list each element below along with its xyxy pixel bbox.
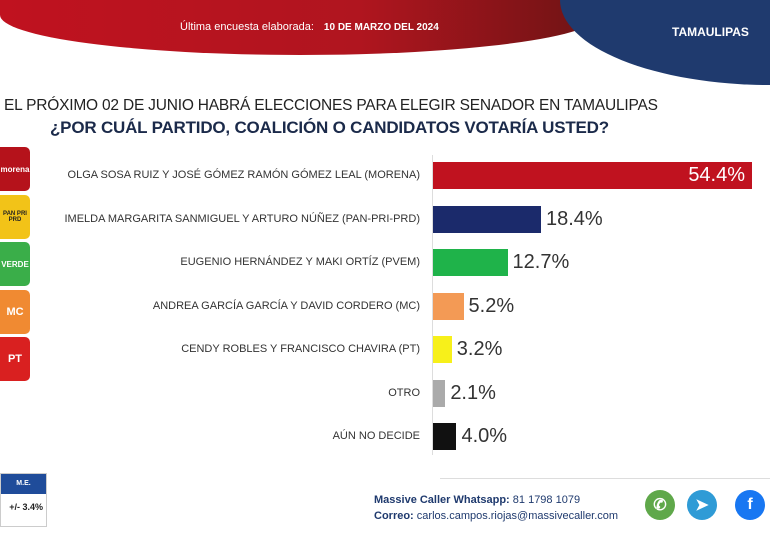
- whatsapp-label: Massive Caller Whatsapp:: [374, 494, 510, 506]
- telegram-icon[interactable]: ➤: [687, 490, 717, 520]
- margin-error-box: M.E. +/- 3.4%: [0, 473, 47, 527]
- category-label: ANDREA GARCÍA GARCÍA Y DAVID CORDERO (MC…: [152, 299, 420, 312]
- data-label: 4.0%: [461, 425, 508, 447]
- margin-error-value: +/- 3.4%: [9, 502, 43, 512]
- data-label: 3.2%: [456, 338, 503, 360]
- party-logo: MC: [0, 289, 30, 334]
- margin-error-label: M.E.: [1, 474, 46, 494]
- party-logo: morena: [0, 147, 30, 191]
- whatsapp-icon[interactable]: ✆: [645, 490, 675, 520]
- survey-date: Última encuesta elaborada: 10 DE MARZO DE…: [180, 21, 439, 33]
- data-label: 2.1%: [450, 381, 496, 404]
- survey-date-value: 10 DE MARZO DEL 2024: [323, 22, 439, 33]
- email-label: Correo:: [374, 510, 414, 522]
- question-line2: ¿POR CUÁL PARTIDO, COALICIÓN O CANDIDATO…: [50, 118, 609, 137]
- party-logo: VERDE: [0, 242, 30, 286]
- data-label: 5.2%: [468, 294, 515, 317]
- contact-info: Massive Caller Whatsapp: 81 1798 1079 Co…: [374, 492, 618, 524]
- survey-label: Última encuesta elaborada:: [180, 21, 314, 33]
- axis-line: [432, 155, 433, 455]
- whatsapp-number: 81 1798 1079: [512, 494, 581, 506]
- category-label: OLGA SOSA RUIZ Y JOSÉ GÓMEZ RAMÓN GÓMEZ …: [67, 169, 420, 181]
- state-name: TAMAULIPAS: [672, 25, 749, 39]
- data-label: 18.4%: [546, 207, 603, 230]
- data-label: 54.4%: [688, 164, 746, 186]
- bar: [433, 336, 452, 363]
- category-label: AÚN NO DECIDE: [332, 430, 420, 442]
- question-line1: EL PRÓXIMO 02 DE JUNIO HABRÁ ELECCIONES …: [4, 97, 658, 114]
- bar: [433, 162, 753, 189]
- bar: [433, 205, 541, 233]
- party-logo: PAN PRI PRD: [0, 194, 30, 239]
- bar: [433, 292, 464, 320]
- email-link[interactable]: carlos.campos.riojas@massivecaller.com: [416, 510, 619, 522]
- category-label: IMELDA MARGARITA SANMIGUEL Y ARTURO NÚÑE…: [64, 212, 420, 225]
- divider: [440, 478, 770, 479]
- category-label: OTRO: [388, 386, 420, 399]
- data-label: 12.7%: [512, 251, 570, 273]
- bar: [433, 249, 508, 276]
- bar: [433, 379, 446, 407]
- state-banner: [560, 0, 770, 85]
- category-label: CENDY ROBLES Y FRANCISCO CHAVIRA (PT): [181, 343, 420, 355]
- facebook-icon[interactable]: f: [735, 490, 765, 520]
- party-logo: PT: [0, 337, 30, 381]
- bar: [433, 423, 457, 450]
- category-label: EUGENIO HERNÁNDEZ Y MAKI ORTÍZ (PVEM): [180, 256, 420, 268]
